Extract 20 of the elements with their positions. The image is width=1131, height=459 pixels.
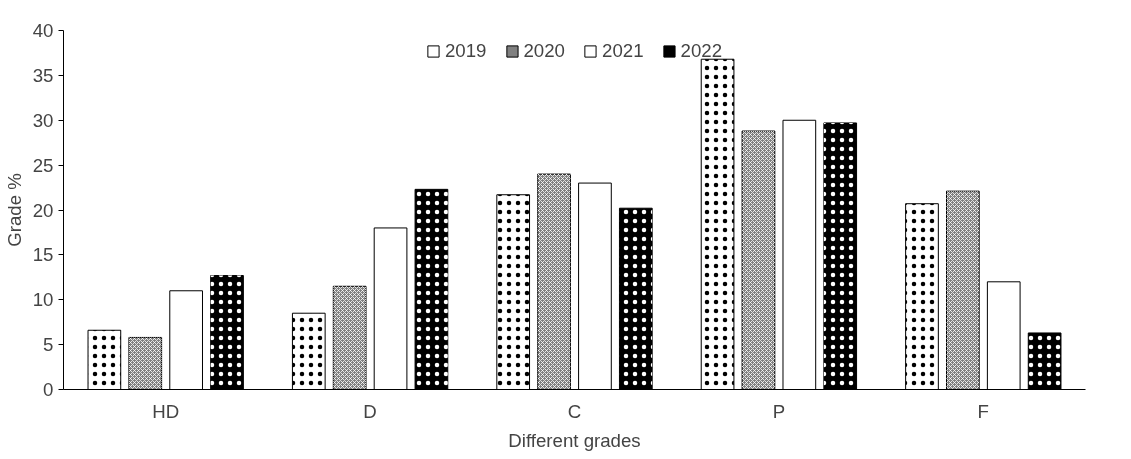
- legend-label: 2019: [444, 40, 487, 62]
- y-tick-label: 0: [43, 379, 54, 400]
- y-tick-label: 30: [32, 109, 54, 131]
- x-tick-label: P: [772, 400, 786, 422]
- x-tick-label: D: [363, 400, 377, 422]
- legend-label: 2021: [602, 40, 644, 62]
- y-tick-label: 40: [32, 20, 54, 41]
- y-tick-label: 25: [32, 154, 54, 176]
- y-tick-label: 20: [32, 199, 54, 221]
- legend-label: 2022: [680, 40, 723, 62]
- x-axis-title: Different grades: [508, 429, 641, 451]
- x-tick-label: F: [977, 400, 990, 422]
- x-tick-label: C: [567, 400, 582, 422]
- y-tick-label: 15: [32, 244, 54, 266]
- x-tick-label: HD: [152, 400, 180, 422]
- y-tick-label: 35: [32, 64, 54, 86]
- y-axis-title: Grade %: [3, 173, 25, 247]
- legend-label: 2020: [523, 40, 565, 62]
- y-tick-label: 5: [43, 334, 54, 356]
- y-tick-label: 10: [32, 289, 54, 311]
